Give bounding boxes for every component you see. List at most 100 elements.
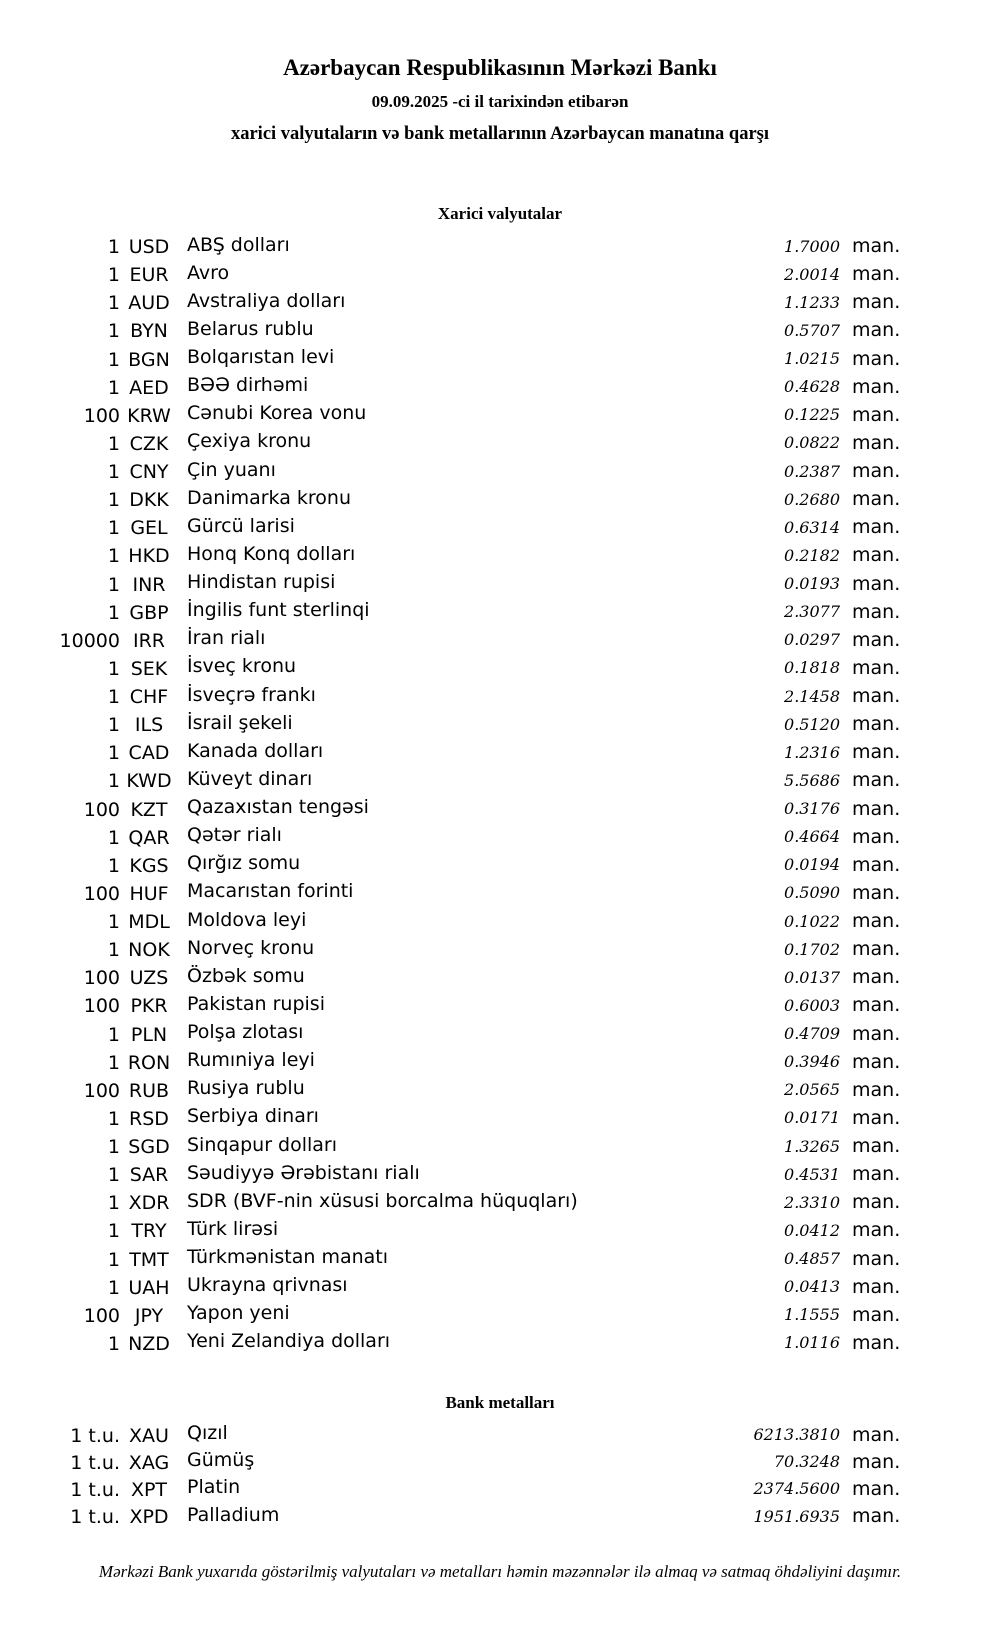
- rate-row: 100 HUF Macarıstan forinti 0.5090 man.: [0, 879, 1000, 907]
- currency-code: AUD: [128, 292, 170, 315]
- currency-name: Avstraliya dolları: [187, 289, 346, 312]
- rate-value: 0.4664: [784, 827, 840, 847]
- rate-row: 1 NZD Yeni Zelandiya dolları 1.0116 man.: [0, 1329, 1000, 1357]
- rate-unit-label: man.: [852, 1106, 901, 1129]
- rate-unit-label: man.: [852, 853, 901, 876]
- rate-unit-label: man.: [852, 1450, 901, 1473]
- rate-row: 1 SGD Sinqapur dolları 1.3265 man.: [0, 1132, 1000, 1160]
- currency-code: ILS: [134, 714, 164, 737]
- currency-code: TMT: [129, 1248, 169, 1271]
- rate-unit-label: man.: [852, 713, 901, 736]
- currency-name: Sinqapur dolları: [187, 1133, 338, 1156]
- rate-row: 1 t.u. XAU Qızıl 6213.3810 man.: [0, 1421, 1000, 1448]
- rate-value: 0.4531: [784, 1164, 840, 1184]
- currency-name: Cənubi Korea vonu: [187, 402, 367, 425]
- rate-value: 0.5090: [784, 883, 840, 903]
- currency-code: KZT: [130, 798, 168, 821]
- currency-name: Yeni Zelandiya dolları: [187, 1330, 391, 1353]
- rate-row: 1 RSD Serbiya dinarı 0.0171 man.: [0, 1104, 1000, 1132]
- currency-code: QAR: [128, 826, 170, 849]
- rate-unit-label: man.: [852, 375, 901, 398]
- unit-quantity: 1: [107, 489, 120, 512]
- rate-unit-label: man.: [852, 1331, 901, 1354]
- currency-name: Danimarka kronu: [187, 486, 352, 509]
- rate-value: 0.2680: [784, 489, 840, 509]
- unit-quantity: 1: [107, 1023, 120, 1046]
- rate-unit-label: man.: [852, 291, 901, 314]
- rate-value: 0.6314: [784, 517, 840, 537]
- currency-name: Moldova leyi: [187, 908, 307, 931]
- unit-quantity: 100: [83, 1079, 120, 1102]
- currency-code: USD: [128, 236, 170, 259]
- currency-name: Belarus rublu: [187, 317, 314, 340]
- currency-name: BƏƏ dirhəmi: [187, 374, 309, 397]
- currency-name: Avro: [187, 261, 230, 284]
- disclaimer-note: Mərkəzi Bank yuxarıda göstərilmiş valyut…: [98, 1562, 902, 1581]
- rate-unit-label: man.: [852, 319, 901, 342]
- currency-name: Macarıstan forinti: [187, 880, 354, 903]
- rate-row: 100 RUB Rusiya rublu 2.0565 man.: [0, 1076, 1000, 1104]
- rate-unit-label: man.: [852, 881, 901, 904]
- rate-unit-label: man.: [852, 1275, 901, 1298]
- currency-name: ABŞ dolları: [187, 233, 290, 256]
- rate-unit-label: man.: [852, 544, 901, 567]
- rate-row: 1 HKD Honq Konq dolları 0.2182 man.: [0, 541, 1000, 569]
- unit-quantity: 100: [83, 404, 120, 427]
- currency-code: CHF: [129, 686, 169, 709]
- unit-quantity: 1: [107, 657, 120, 680]
- currency-code: RSD: [129, 1107, 169, 1130]
- rate-value: 0.2387: [784, 461, 840, 481]
- currency-code: KWD: [126, 770, 172, 793]
- currency-name: Bolqarıstan levi: [187, 346, 335, 369]
- rate-row: 1 TRY Türk lirəsi 0.0412 man.: [0, 1216, 1000, 1244]
- unit-quantity: 1: [107, 770, 120, 793]
- rate-row: 1 SAR Səudiyyə Ərəbistanı rialı 0.4531 m…: [0, 1160, 1000, 1188]
- rate-unit-label: man.: [852, 600, 901, 623]
- rate-row: 1 t.u. XPD Palladium 1951.6935 man.: [0, 1503, 1000, 1530]
- rate-value: 2.3077: [784, 602, 840, 622]
- rate-unit-label: man.: [852, 797, 901, 820]
- rate-unit-label: man.: [852, 403, 901, 426]
- unit-quantity: 1: [107, 1051, 120, 1074]
- unit-quantity: 100: [83, 882, 120, 905]
- currency-name: İsrail şekeli: [187, 711, 293, 734]
- unit-quantity: 1: [107, 461, 120, 484]
- rate-value: 0.1818: [784, 658, 840, 678]
- rate-value: 0.4628: [784, 377, 840, 397]
- unit-quantity: 1: [107, 1276, 120, 1299]
- rate-unit-label: man.: [852, 1477, 901, 1500]
- unit-quantity: 1: [107, 1192, 120, 1215]
- currency-code: CNY: [129, 461, 169, 484]
- rate-row: 1 BGN Bolqarıstan levi 1.0215 man.: [0, 345, 1000, 373]
- currency-name: Türk lirəsi: [187, 1217, 279, 1240]
- rate-unit-label: man.: [852, 741, 901, 764]
- rate-row: 1 EUR Avro 2.0014 man.: [0, 260, 1000, 288]
- currency-name: Norveç kronu: [187, 936, 315, 959]
- unit-quantity: 100: [83, 1304, 120, 1327]
- rate-row: 1 CNY Çin yuanı 0.2387 man.: [0, 457, 1000, 485]
- currency-code: GEL: [130, 517, 168, 540]
- currency-code: SGD: [128, 1136, 170, 1159]
- currencies-table: 1 USD ABŞ dolları 1.7000 man. 1 EUR Avro…: [0, 232, 1000, 1357]
- currency-code: PLN: [130, 1023, 168, 1046]
- currency-name: İsveç kronu: [187, 655, 297, 678]
- currency-name: İran rialı: [187, 627, 266, 650]
- currency-code: RON: [127, 1051, 171, 1074]
- unit-quantity: 1: [107, 1332, 120, 1355]
- rate-value: 1.0116: [784, 1333, 840, 1353]
- currency-code: UAH: [128, 1276, 170, 1299]
- rate-row: 1 t.u. XAG Gümüş 70.3248 man.: [0, 1448, 1000, 1475]
- currency-code: XAG: [128, 1451, 170, 1474]
- rate-row: 1 DKK Danimarka kronu 0.2680 man.: [0, 485, 1000, 513]
- rate-row: 1 t.u. XPT Platin 2374.5600 man.: [0, 1475, 1000, 1502]
- rate-unit-label: man.: [852, 1078, 901, 1101]
- currency-name: Yapon yeni: [187, 1302, 290, 1325]
- currency-name: Çin yuanı: [187, 458, 276, 481]
- rate-unit-label: man.: [852, 1505, 901, 1528]
- currency-code: INR: [132, 573, 166, 596]
- rate-unit-label: man.: [852, 938, 901, 961]
- rate-row: 1 GEL Gürcü larisi 0.6314 man.: [0, 513, 1000, 541]
- unit-quantity: 1: [107, 1248, 120, 1271]
- currency-name: Serbiya dinarı: [187, 1105, 319, 1128]
- rate-unit-label: man.: [852, 685, 901, 708]
